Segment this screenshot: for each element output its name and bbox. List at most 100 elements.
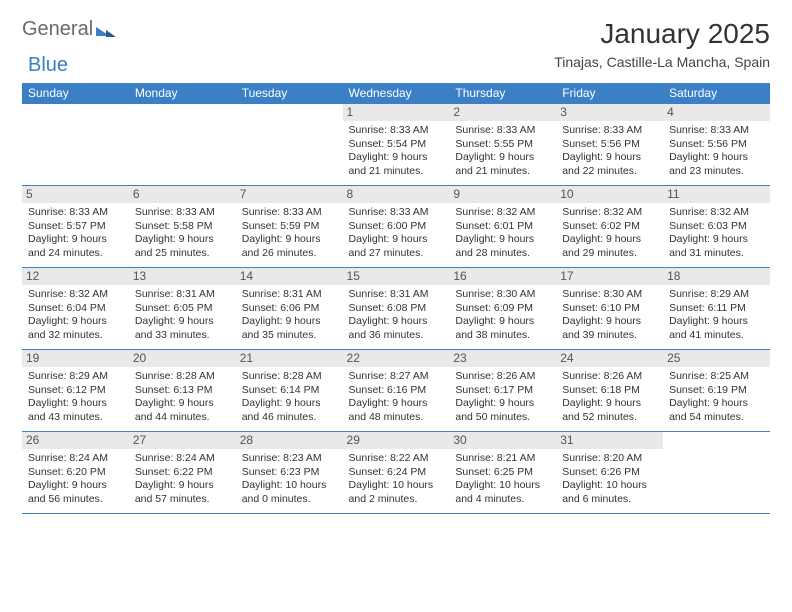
sunset-line: Sunset: 5:56 PM bbox=[669, 138, 764, 151]
day-number: 23 bbox=[449, 350, 556, 367]
calendar-cell: 27Sunrise: 8:24 AMSunset: 6:22 PMDayligh… bbox=[129, 432, 236, 514]
day-number: 16 bbox=[449, 268, 556, 285]
calendar-cell: . bbox=[22, 104, 129, 186]
sunrise-line: Sunrise: 8:32 AM bbox=[28, 288, 123, 301]
daylight-line: Daylight: 10 hours and 6 minutes. bbox=[562, 479, 657, 506]
daylight-line: Daylight: 9 hours and 31 minutes. bbox=[669, 233, 764, 260]
day-number: 14 bbox=[236, 268, 343, 285]
calendar-cell: 9Sunrise: 8:32 AMSunset: 6:01 PMDaylight… bbox=[449, 186, 556, 268]
day-number: 27 bbox=[129, 432, 236, 449]
sunrise-line: Sunrise: 8:26 AM bbox=[455, 370, 550, 383]
daylight-line: Daylight: 9 hours and 48 minutes. bbox=[349, 397, 444, 424]
sunset-line: Sunset: 6:25 PM bbox=[455, 466, 550, 479]
sunrise-line: Sunrise: 8:31 AM bbox=[349, 288, 444, 301]
day-number: 18 bbox=[663, 268, 770, 285]
calendar-cell: 29Sunrise: 8:22 AMSunset: 6:24 PMDayligh… bbox=[343, 432, 450, 514]
daylight-line: Daylight: 9 hours and 54 minutes. bbox=[669, 397, 764, 424]
day-number: 12 bbox=[22, 268, 129, 285]
calendar-cell: 14Sunrise: 8:31 AMSunset: 6:06 PMDayligh… bbox=[236, 268, 343, 350]
calendar-cell: . bbox=[129, 104, 236, 186]
sunrise-line: Sunrise: 8:32 AM bbox=[669, 206, 764, 219]
sunrise-line: Sunrise: 8:30 AM bbox=[562, 288, 657, 301]
calendar-row: 19Sunrise: 8:29 AMSunset: 6:12 PMDayligh… bbox=[22, 350, 770, 432]
sunrise-line: Sunrise: 8:33 AM bbox=[349, 124, 444, 137]
day-number: 4 bbox=[663, 104, 770, 121]
calendar-cell: 13Sunrise: 8:31 AMSunset: 6:05 PMDayligh… bbox=[129, 268, 236, 350]
calendar-cell: 2Sunrise: 8:33 AMSunset: 5:55 PMDaylight… bbox=[449, 104, 556, 186]
sunrise-line: Sunrise: 8:24 AM bbox=[28, 452, 123, 465]
calendar-cell: 11Sunrise: 8:32 AMSunset: 6:03 PMDayligh… bbox=[663, 186, 770, 268]
sunset-line: Sunset: 6:04 PM bbox=[28, 302, 123, 315]
sunset-line: Sunset: 6:20 PM bbox=[28, 466, 123, 479]
calendar-cell: 1Sunrise: 8:33 AMSunset: 5:54 PMDaylight… bbox=[343, 104, 450, 186]
daylight-line: Daylight: 9 hours and 27 minutes. bbox=[349, 233, 444, 260]
calendar-row: 5Sunrise: 8:33 AMSunset: 5:57 PMDaylight… bbox=[22, 186, 770, 268]
sunset-line: Sunset: 6:19 PM bbox=[669, 384, 764, 397]
calendar-cell: 30Sunrise: 8:21 AMSunset: 6:25 PMDayligh… bbox=[449, 432, 556, 514]
calendar-row: 12Sunrise: 8:32 AMSunset: 6:04 PMDayligh… bbox=[22, 268, 770, 350]
sunset-line: Sunset: 6:24 PM bbox=[349, 466, 444, 479]
sunset-line: Sunset: 6:02 PM bbox=[562, 220, 657, 233]
daylight-line: Daylight: 9 hours and 44 minutes. bbox=[135, 397, 230, 424]
calendar-cell: 5 Sunrise: 8:33 AMSunset: 5:57 PMDaylight… bbox=[22, 186, 129, 268]
day-number: 31 bbox=[556, 432, 663, 449]
sunset-line: Sunset: 6:08 PM bbox=[349, 302, 444, 315]
weekday-header-row: Sunday Monday Tuesday Wednesday Thursday… bbox=[22, 83, 770, 104]
calendar-cell: 10Sunrise: 8:32 AMSunset: 6:02 PMDayligh… bbox=[556, 186, 663, 268]
daylight-line: Daylight: 9 hours and 39 minutes. bbox=[562, 315, 657, 342]
page-title: January 2025 bbox=[554, 18, 770, 50]
sunrise-line: Sunrise: 8:33 AM bbox=[28, 206, 123, 219]
calendar-cell: 22Sunrise: 8:27 AMSunset: 6:16 PMDayligh… bbox=[343, 350, 450, 432]
day-number: 20 bbox=[129, 350, 236, 367]
sunset-line: Sunset: 6:05 PM bbox=[135, 302, 230, 315]
day-number: 6 bbox=[129, 186, 236, 203]
weekday-header: Saturday bbox=[663, 83, 770, 104]
calendar-cell: 3Sunrise: 8:33 AMSunset: 5:56 PMDaylight… bbox=[556, 104, 663, 186]
sunrise-line: Sunrise: 8:33 AM bbox=[669, 124, 764, 137]
sunset-line: Sunset: 5:57 PM bbox=[28, 220, 123, 233]
calendar-cell: 28Sunrise: 8:23 AMSunset: 6:23 PMDayligh… bbox=[236, 432, 343, 514]
calendar-cell: 16Sunrise: 8:30 AMSunset: 6:09 PMDayligh… bbox=[449, 268, 556, 350]
day-number: 21 bbox=[236, 350, 343, 367]
daylight-line: Daylight: 9 hours and 50 minutes. bbox=[455, 397, 550, 424]
title-block: January 2025 Tinajas, Castille-La Mancha… bbox=[554, 18, 770, 70]
sunrise-line: Sunrise: 8:21 AM bbox=[455, 452, 550, 465]
calendar-cell: 26Sunrise: 8:24 AMSunset: 6:20 PMDayligh… bbox=[22, 432, 129, 514]
daylight-line: Daylight: 9 hours and 24 minutes. bbox=[28, 233, 123, 260]
sunset-line: Sunset: 6:18 PM bbox=[562, 384, 657, 397]
sunset-line: Sunset: 5:54 PM bbox=[349, 138, 444, 151]
daylight-line: Daylight: 9 hours and 32 minutes. bbox=[28, 315, 123, 342]
sunrise-line: Sunrise: 8:33 AM bbox=[135, 206, 230, 219]
location-subtitle: Tinajas, Castille-La Mancha, Spain bbox=[554, 54, 770, 70]
sunrise-line: Sunrise: 8:33 AM bbox=[455, 124, 550, 137]
sunset-line: Sunset: 6:11 PM bbox=[669, 302, 764, 315]
day-number: 26 bbox=[22, 432, 129, 449]
calendar-cell: 6Sunrise: 8:33 AMSunset: 5:58 PMDaylight… bbox=[129, 186, 236, 268]
daylight-line: Daylight: 9 hours and 22 minutes. bbox=[562, 151, 657, 178]
calendar-cell: 18Sunrise: 8:29 AMSunset: 6:11 PMDayligh… bbox=[663, 268, 770, 350]
sunset-line: Sunset: 6:23 PM bbox=[242, 466, 337, 479]
calendar-cell: 19Sunrise: 8:29 AMSunset: 6:12 PMDayligh… bbox=[22, 350, 129, 432]
day-number: 13 bbox=[129, 268, 236, 285]
day-number: 28 bbox=[236, 432, 343, 449]
sunrise-line: Sunrise: 8:29 AM bbox=[28, 370, 123, 383]
day-number: 11 bbox=[663, 186, 770, 203]
calendar-table: Sunday Monday Tuesday Wednesday Thursday… bbox=[22, 83, 770, 514]
calendar-cell: 17Sunrise: 8:30 AMSunset: 6:10 PMDayligh… bbox=[556, 268, 663, 350]
daylight-line: Daylight: 9 hours and 38 minutes. bbox=[455, 315, 550, 342]
daylight-line: Daylight: 9 hours and 21 minutes. bbox=[455, 151, 550, 178]
calendar-cell: 24Sunrise: 8:26 AMSunset: 6:18 PMDayligh… bbox=[556, 350, 663, 432]
daylight-line: Daylight: 9 hours and 41 minutes. bbox=[669, 315, 764, 342]
day-number: 5 bbox=[22, 186, 129, 203]
day-number: 2 bbox=[449, 104, 556, 121]
daylight-line: Daylight: 10 hours and 2 minutes. bbox=[349, 479, 444, 506]
weekday-header: Sunday bbox=[22, 83, 129, 104]
day-number: 7 bbox=[236, 186, 343, 203]
calendar-cell: 8Sunrise: 8:33 AMSunset: 6:00 PMDaylight… bbox=[343, 186, 450, 268]
day-number: 8 bbox=[343, 186, 450, 203]
sunrise-line: Sunrise: 8:22 AM bbox=[349, 452, 444, 465]
sunset-line: Sunset: 5:58 PM bbox=[135, 220, 230, 233]
calendar-cell: . bbox=[663, 432, 770, 514]
sunrise-line: Sunrise: 8:26 AM bbox=[562, 370, 657, 383]
calendar-cell: 4Sunrise: 8:33 AMSunset: 5:56 PMDaylight… bbox=[663, 104, 770, 186]
